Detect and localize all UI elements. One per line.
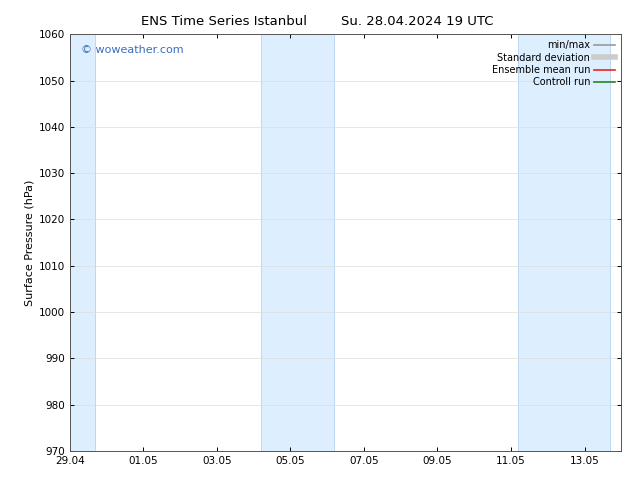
Bar bbox=[519, 34, 611, 451]
Text: © woweather.com: © woweather.com bbox=[81, 45, 183, 55]
Legend: min/max, Standard deviation, Ensemble mean run, Controll run: min/max, Standard deviation, Ensemble me… bbox=[488, 36, 619, 91]
Bar bbox=[70, 34, 96, 451]
Text: ENS Time Series Istanbul        Su. 28.04.2024 19 UTC: ENS Time Series Istanbul Su. 28.04.2024 … bbox=[141, 15, 493, 28]
Bar bbox=[261, 34, 335, 451]
Y-axis label: Surface Pressure (hPa): Surface Pressure (hPa) bbox=[25, 179, 34, 306]
